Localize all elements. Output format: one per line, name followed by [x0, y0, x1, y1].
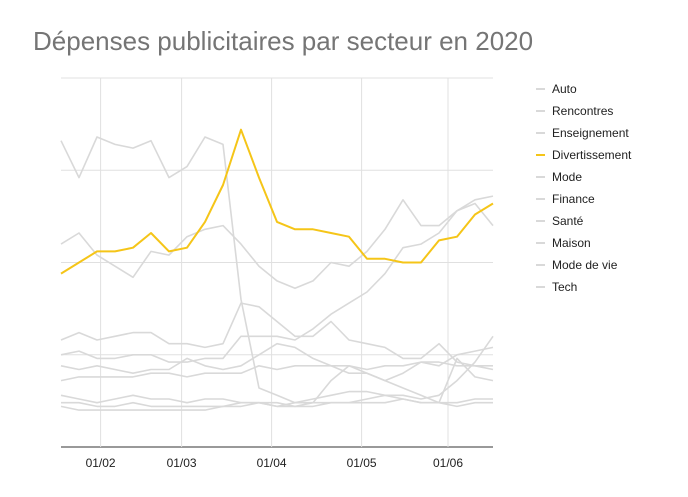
legend-swatch: [536, 286, 545, 288]
legend-item[interactable]: Mode de vie: [536, 254, 631, 276]
x-tick-label: 01/04: [257, 456, 287, 470]
gridlines: [61, 77, 493, 448]
legend-label: Rencontres: [552, 104, 614, 118]
legend: Auto Rencontres Enseignement Divertissement…: [536, 78, 631, 298]
legend-item[interactable]: Finance: [536, 188, 631, 210]
legend-swatch: [536, 110, 545, 112]
legend-item[interactable]: Santé: [536, 210, 631, 232]
legend-label: Santé: [552, 214, 584, 228]
legend-swatch: [536, 132, 545, 134]
series-line-auto: [60, 136, 494, 404]
legend-label: Tech: [552, 280, 578, 294]
legend-label: Enseignement: [552, 126, 629, 140]
legend-item[interactable]: Mode: [536, 166, 631, 188]
legend-item[interactable]: Tech: [536, 276, 631, 298]
legend-label: Maison: [552, 236, 591, 250]
legend-label: Mode: [552, 170, 583, 184]
series-line-enseignement: [60, 302, 494, 371]
series-line-tech: [60, 202, 494, 363]
legend-swatch: [536, 198, 545, 200]
series-line-divertissement: [60, 128, 494, 275]
legend-label: Finance: [552, 192, 595, 206]
legend-swatch: [536, 264, 545, 266]
legend-swatch: [536, 154, 545, 156]
legend-item[interactable]: Auto: [536, 78, 631, 100]
series-lines: [60, 128, 494, 411]
series-line-mode-de-vie: [60, 394, 493, 411]
legend-item[interactable]: Rencontres: [536, 100, 631, 122]
legend-label: Divertissement: [552, 148, 632, 162]
legend-item[interactable]: Maison: [536, 232, 631, 254]
legend-item[interactable]: Enseignement: [536, 122, 631, 144]
x-tick-label: 01/05: [347, 456, 377, 470]
x-tick-labels: 01/02 01/03 01/04 01/05 01/06: [86, 456, 464, 470]
legend-label: Auto: [552, 82, 577, 96]
legend-swatch: [536, 242, 545, 244]
series-line-rencontres: [60, 195, 494, 290]
x-tick-label: 01/03: [167, 456, 197, 470]
x-tick-label: 01/02: [86, 456, 116, 470]
legend-swatch: [536, 220, 545, 222]
legend-swatch: [536, 176, 545, 178]
legend-label: Mode de vie: [552, 258, 618, 272]
legend-item[interactable]: Divertissement: [536, 144, 631, 166]
series-line-finance: [60, 361, 493, 382]
legend-swatch: [536, 88, 545, 90]
chart-title: Dépenses publicitaires par secteur en 20…: [33, 26, 534, 56]
x-tick-label: 01/06: [433, 456, 463, 470]
